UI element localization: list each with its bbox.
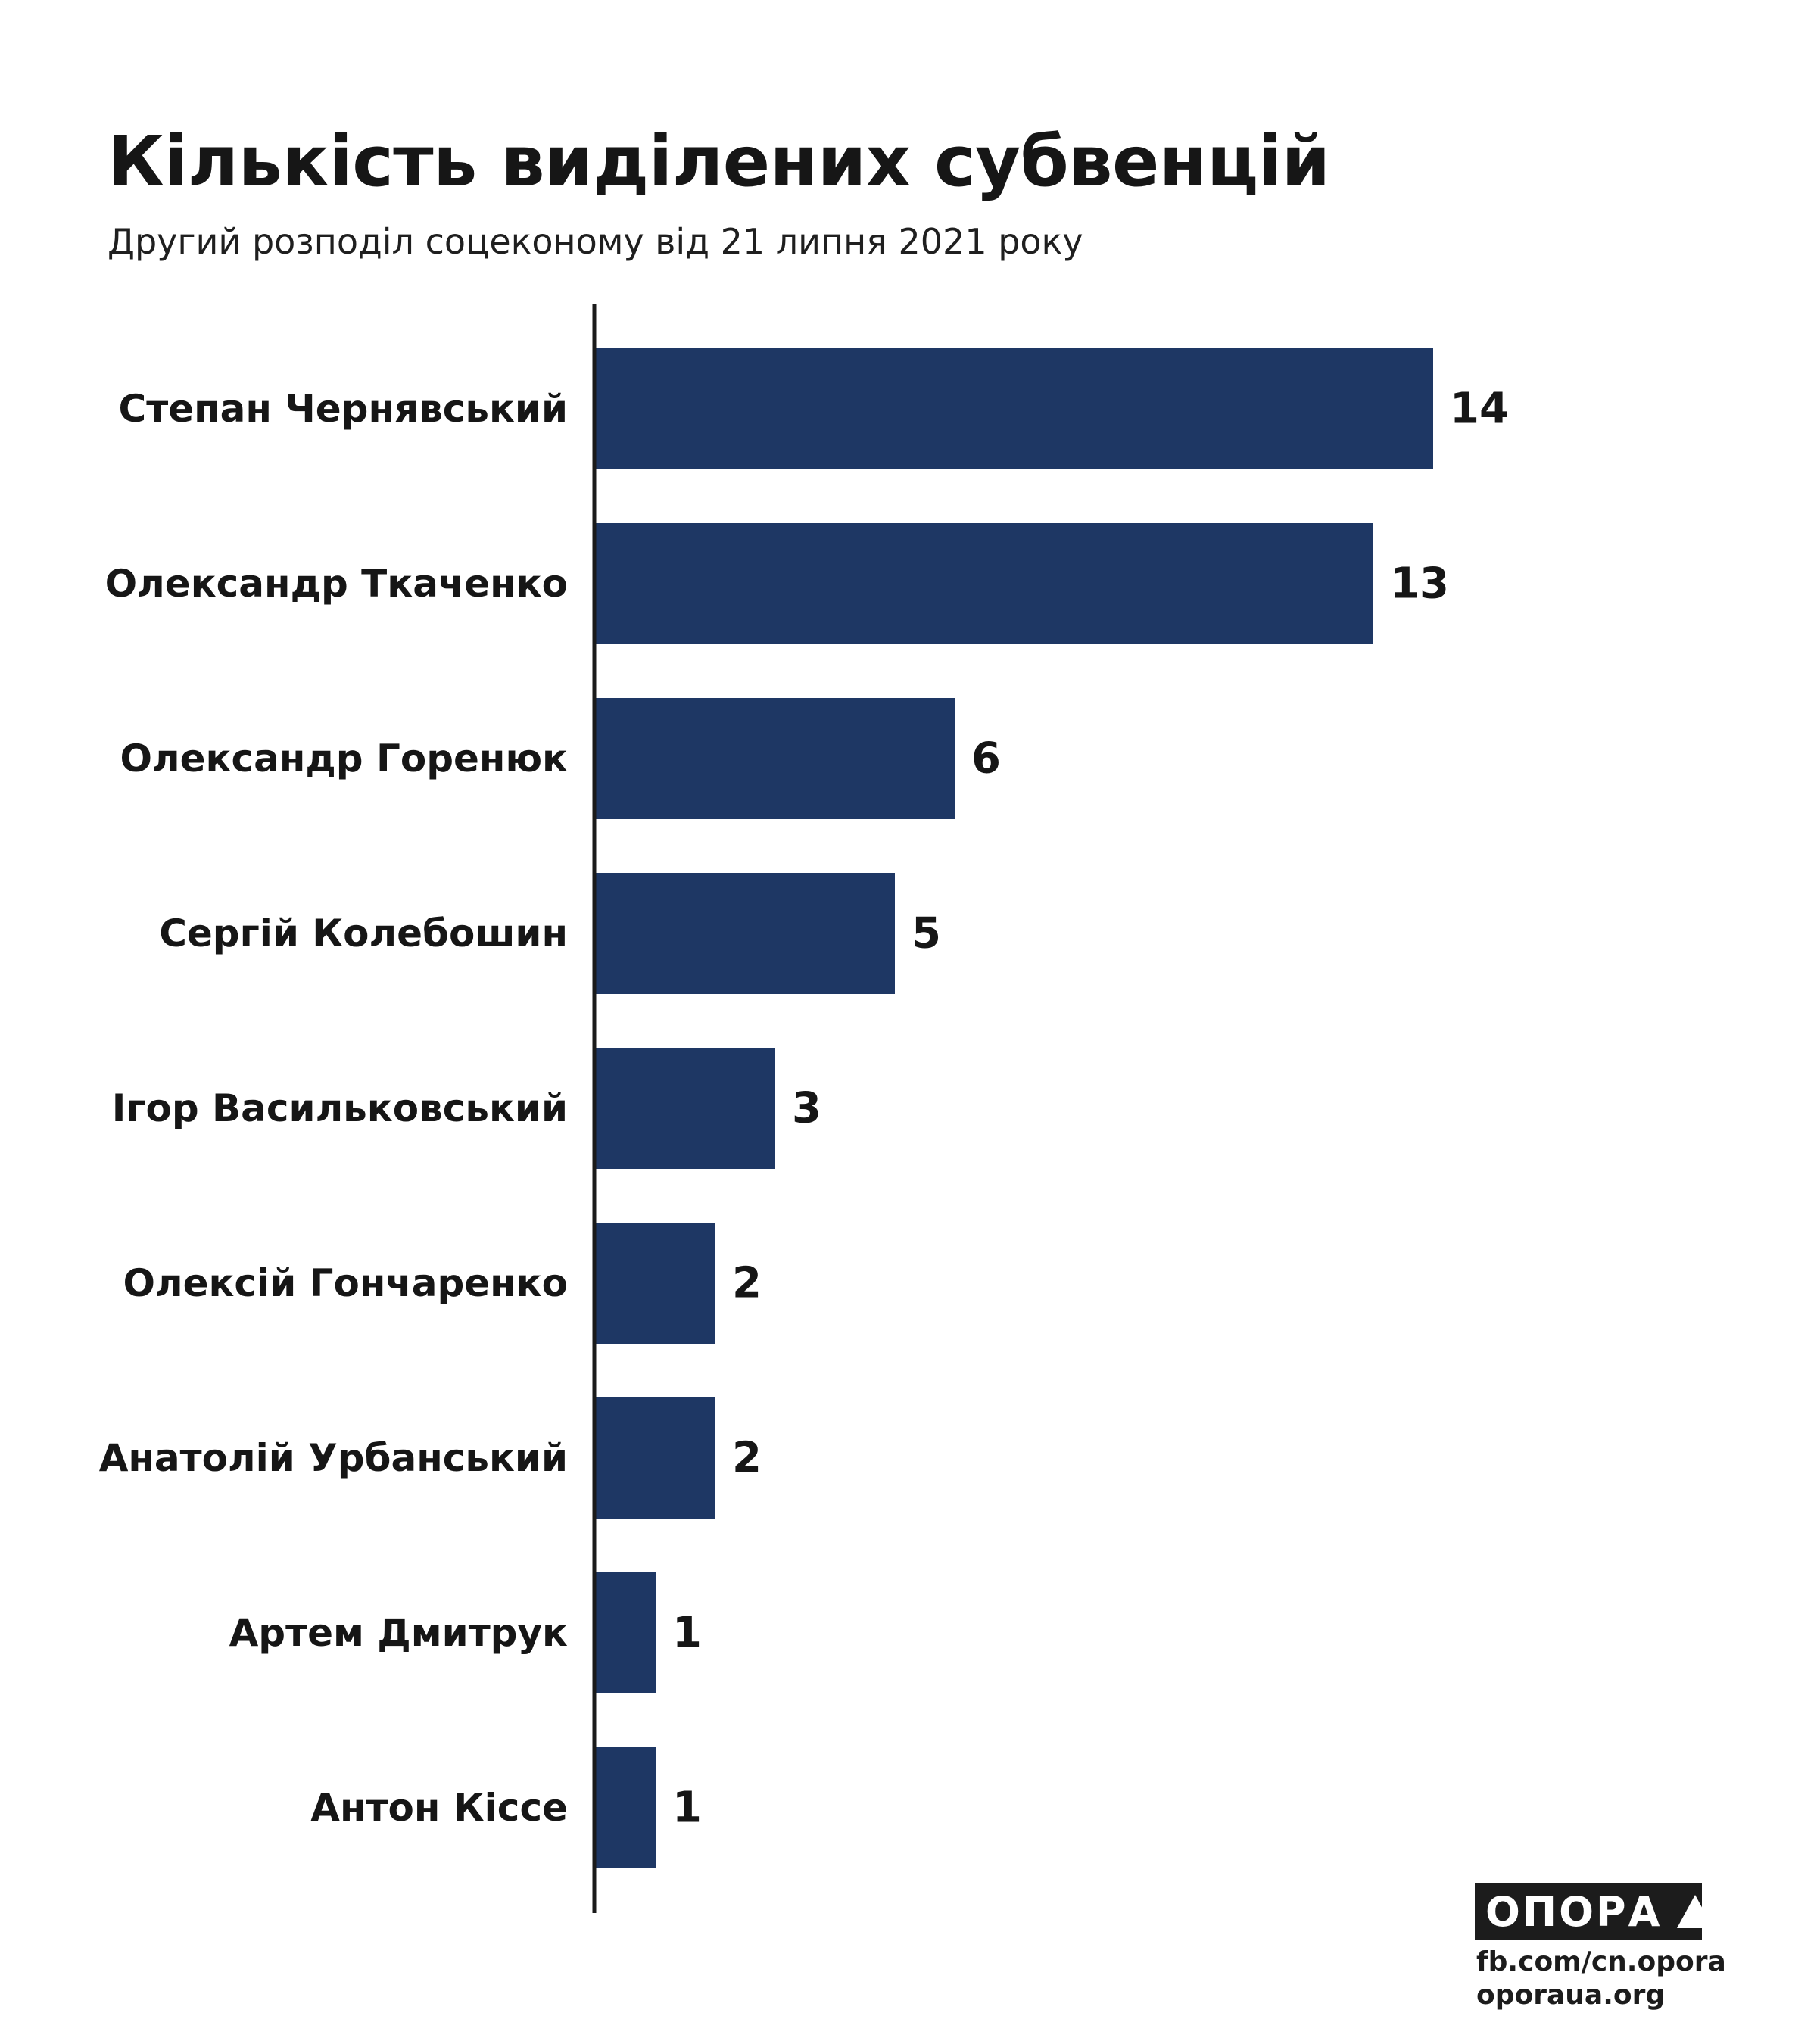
category-label: Анатолій Урбанський xyxy=(99,1436,568,1480)
bar xyxy=(596,873,895,994)
category-label: Антон Кіссе xyxy=(310,1786,568,1830)
category-label: Артем Дмитрук xyxy=(229,1611,568,1655)
category-label: Ігор Васильковський xyxy=(112,1086,568,1130)
category-label: Степан Чернявський xyxy=(119,387,568,431)
bar xyxy=(596,348,1433,469)
website-link[interactable]: oporaua.org xyxy=(1476,1980,1666,2011)
bar xyxy=(596,1572,656,1693)
category-label: Олександр Ткаченко xyxy=(105,562,568,606)
bar xyxy=(596,1223,715,1344)
category-label: Олександр Горенюк xyxy=(120,737,569,781)
chart-subtitle: Другий розподіл соцеконому від 21 липня … xyxy=(108,221,1083,262)
value-label: 14 xyxy=(1450,385,1509,434)
value-label: 1 xyxy=(672,1784,702,1833)
value-label: 6 xyxy=(971,734,1001,784)
bar xyxy=(596,523,1373,644)
bar xyxy=(596,698,955,819)
opora-logo: ОПОРА xyxy=(1475,1883,1714,1940)
bar xyxy=(596,1048,775,1169)
bar xyxy=(596,1747,656,1868)
bar xyxy=(596,1397,715,1519)
value-label: 2 xyxy=(732,1434,762,1483)
value-label: 5 xyxy=(912,909,941,958)
category-label: Олексій Гончаренко xyxy=(123,1261,568,1305)
triangle-icon xyxy=(1677,1895,1714,1928)
category-label: Сергій Колебошин xyxy=(159,911,568,955)
value-label: 3 xyxy=(792,1084,821,1133)
value-label: 1 xyxy=(672,1609,702,1658)
logo-text: ОПОРА xyxy=(1485,1887,1663,1936)
facebook-link[interactable]: fb.com/cn.opora xyxy=(1476,1946,1726,1977)
value-label: 13 xyxy=(1390,559,1449,609)
footer-links: fb.com/cn.opora oporaua.org xyxy=(1476,1946,1726,2012)
value-label: 2 xyxy=(732,1259,762,1308)
chart-title: Кількість виділених субвенцій xyxy=(108,121,1330,202)
